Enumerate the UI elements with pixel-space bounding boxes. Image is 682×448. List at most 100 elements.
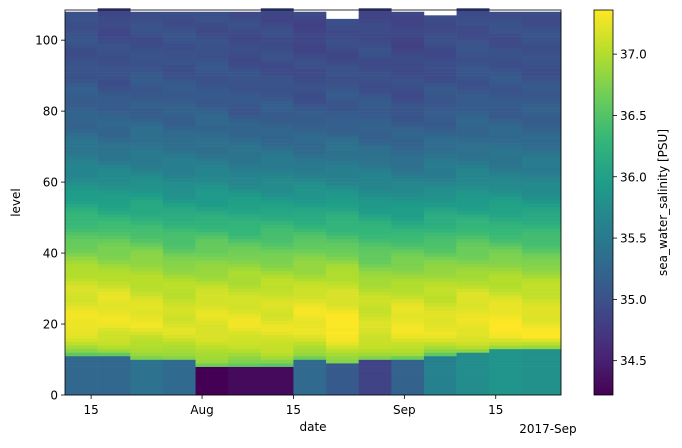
heatmap-cell: [97, 29, 131, 34]
heatmap-cell: [65, 285, 98, 289]
heatmap-cell: [228, 245, 262, 250]
heatmap-cell: [489, 256, 523, 261]
heatmap-cell: [65, 107, 98, 112]
heatmap-cell: [391, 324, 425, 328]
heatmap-cell: [97, 228, 131, 233]
heatmap-cell: [228, 238, 262, 243]
heatmap-cell: [162, 267, 196, 272]
heatmap-cell: [65, 118, 98, 123]
heatmap-cell: [162, 114, 196, 119]
heatmap-cell: [326, 104, 359, 108]
heatmap-cell: [423, 281, 457, 286]
heatmap-cell: [358, 40, 392, 45]
heatmap-cell: [489, 281, 523, 286]
heatmap-cell: [65, 189, 98, 194]
heatmap-cell: [326, 89, 359, 94]
heatmap-cell: [195, 302, 229, 307]
heatmap-cell: [130, 22, 164, 27]
heatmap-cell: [358, 164, 392, 169]
heatmap-cell: [456, 100, 490, 105]
heatmap-cell: [391, 143, 425, 147]
heatmap-cell: [358, 54, 392, 59]
x-tick-label: 15: [488, 403, 503, 417]
heatmap-cell: [65, 316, 98, 321]
heatmap-cell: [326, 263, 359, 268]
heatmap-cell: [260, 146, 294, 151]
heatmap-cell: [326, 302, 359, 307]
heatmap-cell: [162, 82, 196, 87]
heatmap-cell: [195, 260, 229, 265]
heatmap-cell: [97, 89, 131, 94]
heatmap-cell: [456, 104, 490, 108]
heatmap-cell: [489, 224, 523, 229]
heatmap-cell: [521, 285, 562, 289]
heatmap-cell: [228, 11, 262, 16]
heatmap-cell: [130, 331, 164, 335]
heatmap-cell: [130, 277, 164, 282]
heatmap-cell: [489, 253, 523, 257]
heatmap-cell: [423, 320, 457, 325]
heatmap-cell: [260, 245, 294, 250]
heatmap-cell: [130, 352, 164, 357]
heatmap-cell: [228, 359, 262, 364]
heatmap-cell: [489, 238, 523, 243]
heatmap-cell: [391, 18, 425, 23]
heatmap-cell: [228, 111, 262, 115]
heatmap-cell: [97, 217, 131, 222]
heatmap-cell: [489, 50, 523, 55]
heatmap-cell: [326, 22, 359, 27]
heatmap-cell: [326, 25, 359, 30]
heatmap-cell: [293, 281, 327, 286]
heatmap-cell: [358, 107, 392, 112]
heatmap-cell: [65, 150, 98, 155]
heatmap-cell: [260, 231, 294, 236]
heatmap-cell: [65, 313, 98, 318]
heatmap-cell: [97, 43, 131, 48]
heatmap-cell: [391, 387, 425, 392]
heatmap-cell: [391, 231, 425, 236]
heatmap-cell: [65, 295, 98, 300]
heatmap-cell: [326, 33, 359, 37]
x-tick-label: Aug: [190, 403, 213, 417]
heatmap-cell: [65, 171, 98, 176]
heatmap-cell: [228, 288, 262, 293]
heatmap-cell: [97, 178, 131, 183]
heatmap-cell: [326, 313, 359, 318]
heatmap-cell: [228, 366, 262, 371]
heatmap-cell: [391, 164, 425, 169]
heatmap-cell: [293, 260, 327, 265]
heatmap-cell: [260, 114, 294, 119]
heatmap-cell: [423, 334, 457, 339]
heatmap-cell: [97, 96, 131, 101]
heatmap-cell: [326, 370, 359, 375]
heatmap-cell: [423, 274, 457, 279]
heatmap-cell: [489, 387, 523, 392]
heatmap-cell: [260, 214, 294, 218]
heatmap-cell: [489, 128, 523, 133]
heatmap-cell: [260, 61, 294, 66]
heatmap-cell: [456, 288, 490, 293]
heatmap-cell: [228, 15, 262, 20]
heatmap-cell: [162, 196, 196, 201]
heatmap-cell: [97, 107, 131, 112]
heatmap-cell: [326, 100, 359, 105]
heatmap-cell: [195, 373, 229, 378]
heatmap-cell: [326, 348, 359, 353]
heatmap-cell: [293, 128, 327, 133]
heatmap-cell: [97, 65, 131, 69]
heatmap-cell: [162, 377, 196, 382]
heatmap-cell: [358, 50, 392, 55]
heatmap-cell: [65, 153, 98, 158]
heatmap-cell: [195, 277, 229, 282]
heatmap-cell: [293, 380, 327, 385]
heatmap-cell: [97, 263, 131, 268]
heatmap-cell: [228, 256, 262, 261]
heatmap-cell: [326, 245, 359, 250]
heatmap-cell: [260, 253, 294, 257]
heatmap-cell: [130, 50, 164, 55]
heatmap-cell: [162, 143, 196, 147]
heatmap-cell: [456, 327, 490, 332]
heatmap-cell: [326, 221, 359, 225]
heatmap-cell: [293, 359, 327, 364]
